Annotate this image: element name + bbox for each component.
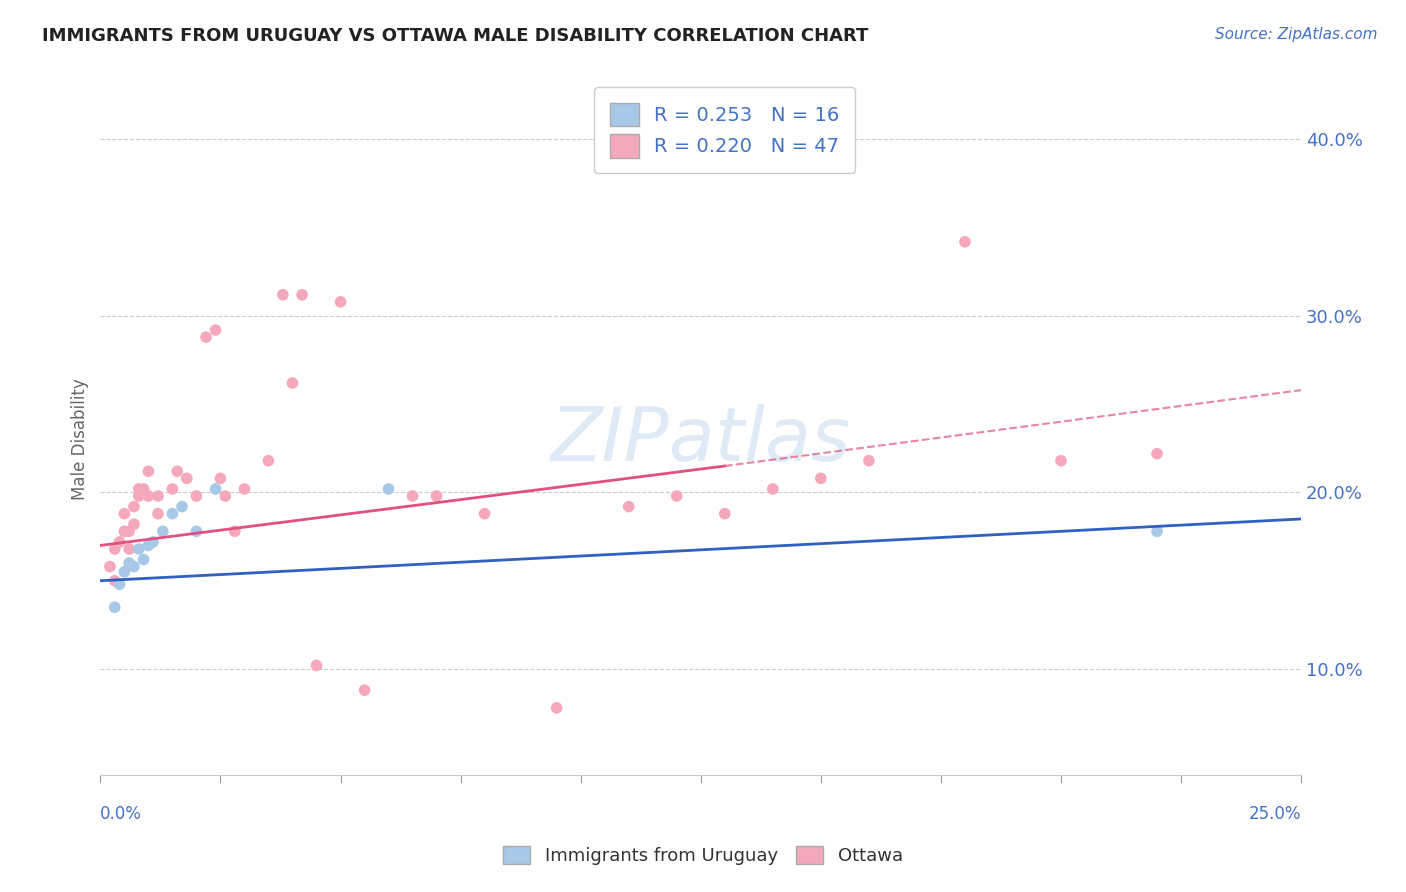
Point xyxy=(112,565,135,579)
Point xyxy=(104,541,127,556)
Point xyxy=(233,482,256,496)
Point xyxy=(122,500,145,514)
Point xyxy=(1146,524,1168,539)
Point xyxy=(122,559,145,574)
Point xyxy=(810,471,832,485)
Point xyxy=(166,464,188,478)
Point xyxy=(329,294,352,309)
Point xyxy=(138,464,160,478)
Point xyxy=(546,701,568,715)
Point xyxy=(118,541,141,556)
Point xyxy=(401,489,423,503)
Point xyxy=(762,482,785,496)
Point xyxy=(122,517,145,532)
Point xyxy=(617,500,640,514)
Point xyxy=(128,482,150,496)
Point xyxy=(474,507,496,521)
Point xyxy=(953,235,976,249)
Point xyxy=(1050,453,1073,467)
Point xyxy=(118,556,141,570)
Point xyxy=(132,552,155,566)
Point xyxy=(104,574,127,588)
Text: 25.0%: 25.0% xyxy=(1249,805,1301,823)
Point xyxy=(112,507,135,521)
Point xyxy=(224,524,246,539)
Point xyxy=(186,524,208,539)
Point xyxy=(108,535,131,549)
Point xyxy=(118,524,141,539)
Legend: Immigrants from Uruguay, Ottawa: Immigrants from Uruguay, Ottawa xyxy=(495,837,911,874)
Point xyxy=(138,538,160,552)
Point xyxy=(214,489,236,503)
Point xyxy=(353,683,375,698)
Point xyxy=(146,507,169,521)
Point xyxy=(152,524,174,539)
Point xyxy=(162,507,184,521)
Point xyxy=(858,453,880,467)
Point xyxy=(281,376,304,390)
Point xyxy=(291,287,314,301)
Point xyxy=(1146,447,1168,461)
Point xyxy=(186,489,208,503)
Point xyxy=(713,507,735,521)
Point xyxy=(204,482,226,496)
Point xyxy=(128,541,150,556)
Point xyxy=(108,577,131,591)
Point xyxy=(271,287,294,301)
Point xyxy=(132,482,155,496)
Point xyxy=(104,600,127,615)
Point xyxy=(665,489,688,503)
Point xyxy=(98,559,121,574)
Text: ZIPatlas: ZIPatlas xyxy=(551,403,851,475)
Y-axis label: Male Disability: Male Disability xyxy=(72,378,89,500)
Legend: R = 0.253   N = 16, R = 0.220   N = 47: R = 0.253 N = 16, R = 0.220 N = 47 xyxy=(595,87,855,173)
Point xyxy=(146,489,169,503)
Text: Source: ZipAtlas.com: Source: ZipAtlas.com xyxy=(1215,27,1378,42)
Point xyxy=(170,500,193,514)
Point xyxy=(305,658,328,673)
Point xyxy=(138,489,160,503)
Point xyxy=(142,535,165,549)
Text: IMMIGRANTS FROM URUGUAY VS OTTAWA MALE DISABILITY CORRELATION CHART: IMMIGRANTS FROM URUGUAY VS OTTAWA MALE D… xyxy=(42,27,869,45)
Point xyxy=(195,330,218,344)
Point xyxy=(128,489,150,503)
Point xyxy=(112,524,135,539)
Point xyxy=(426,489,449,503)
Point xyxy=(204,323,226,337)
Point xyxy=(377,482,399,496)
Point xyxy=(257,453,280,467)
Text: 0.0%: 0.0% xyxy=(100,805,142,823)
Point xyxy=(209,471,232,485)
Point xyxy=(176,471,198,485)
Point xyxy=(162,482,184,496)
